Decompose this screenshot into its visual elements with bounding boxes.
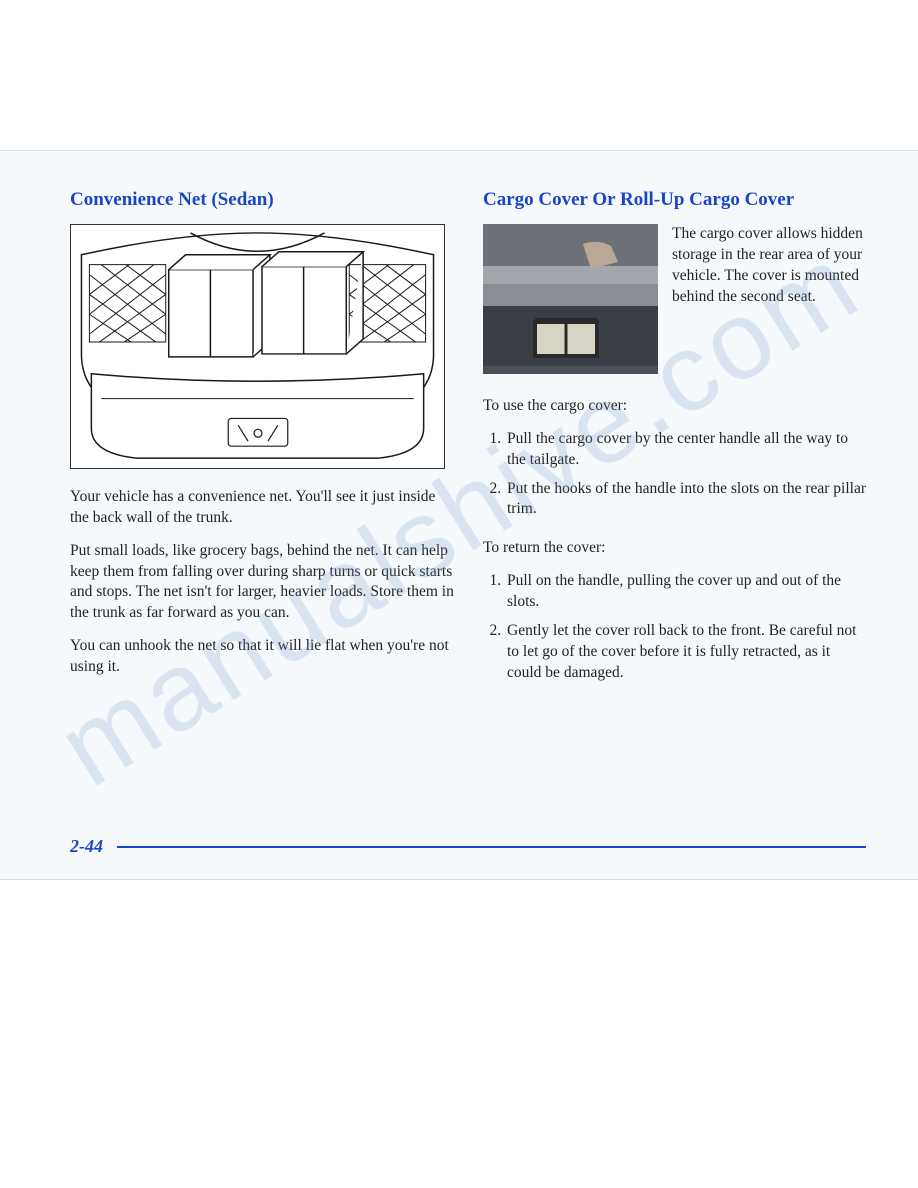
right-column: Cargo Cover Or Roll-Up Cargo Cover bbox=[483, 189, 866, 859]
net-drawing-svg bbox=[71, 225, 444, 468]
left-paragraph-2: Put small loads, like grocery bags, behi… bbox=[70, 541, 455, 625]
use-cover-steps: Pull the cargo cover by the center handl… bbox=[483, 429, 866, 529]
left-heading: Convenience Net (Sedan) bbox=[70, 189, 455, 212]
manual-page: manualshive.com Convenience Net (Sedan) bbox=[0, 150, 918, 880]
left-paragraph-1: Your vehicle has a convenience net. You'… bbox=[70, 487, 455, 529]
right-intro-row: The cargo cover allows hidden storage in… bbox=[483, 224, 866, 374]
return-cover-label: To return the cover: bbox=[483, 538, 866, 559]
cargo-cover-photo bbox=[483, 224, 658, 374]
return-step-2: Gently let the cover roll back to the fr… bbox=[505, 621, 866, 684]
return-cover-steps: Pull on the handle, pulling the cover up… bbox=[483, 571, 866, 692]
use-step-1: Pull the cargo cover by the center handl… bbox=[505, 429, 866, 471]
return-step-1: Pull on the handle, pulling the cover up… bbox=[505, 571, 866, 613]
use-cover-label: To use the cargo cover: bbox=[483, 396, 866, 417]
page-content: Convenience Net (Sedan) bbox=[0, 151, 918, 879]
right-heading: Cargo Cover Or Roll-Up Cargo Cover bbox=[483, 189, 866, 212]
convenience-net-illustration bbox=[70, 224, 445, 469]
left-column: Convenience Net (Sedan) bbox=[70, 189, 455, 859]
use-step-2: Put the hooks of the handle into the slo… bbox=[505, 479, 866, 521]
page-footer: 2-44 bbox=[70, 836, 866, 857]
footer-rule bbox=[117, 846, 866, 848]
cargo-cover-svg bbox=[483, 224, 658, 374]
page-number: 2-44 bbox=[70, 836, 103, 857]
right-intro-text: The cargo cover allows hidden storage in… bbox=[672, 224, 866, 374]
left-paragraph-3: You can unhook the net so that it will l… bbox=[70, 636, 455, 678]
